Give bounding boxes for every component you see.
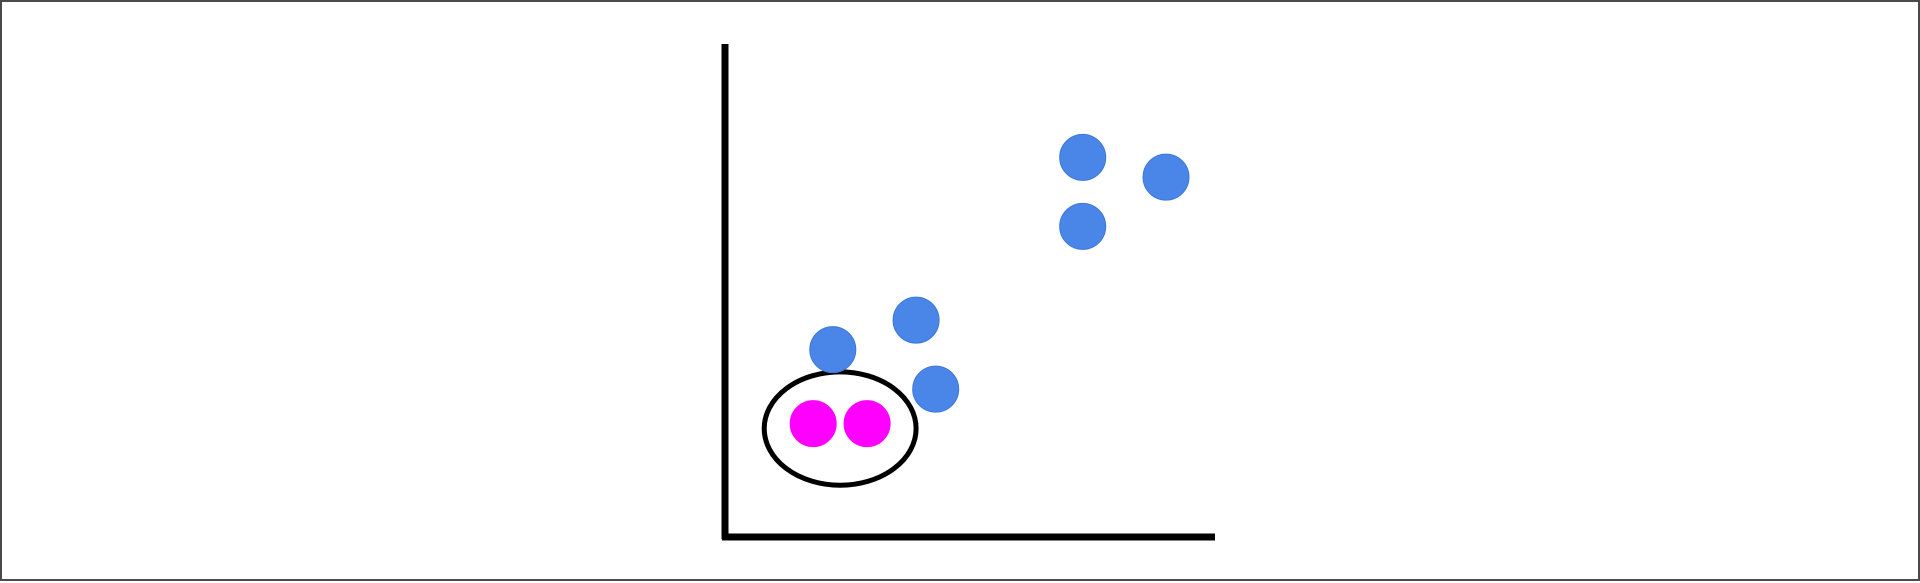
- data-point-series-1-5: [1142, 153, 1190, 201]
- data-points: [789, 133, 1190, 448]
- annotations: [761, 369, 919, 488]
- data-point-series-1-6: [1059, 202, 1107, 250]
- data-point-series-1-3: [912, 365, 960, 413]
- data-point-series-1-4: [1059, 133, 1107, 181]
- axes: [721, 44, 1215, 541]
- highlight-ellipse: [761, 369, 919, 488]
- data-point-series-1-1: [809, 326, 857, 374]
- data-point-series-2-1: [789, 400, 837, 448]
- data-point-series-2-2: [843, 400, 891, 448]
- data-point-series-1-2: [892, 296, 940, 344]
